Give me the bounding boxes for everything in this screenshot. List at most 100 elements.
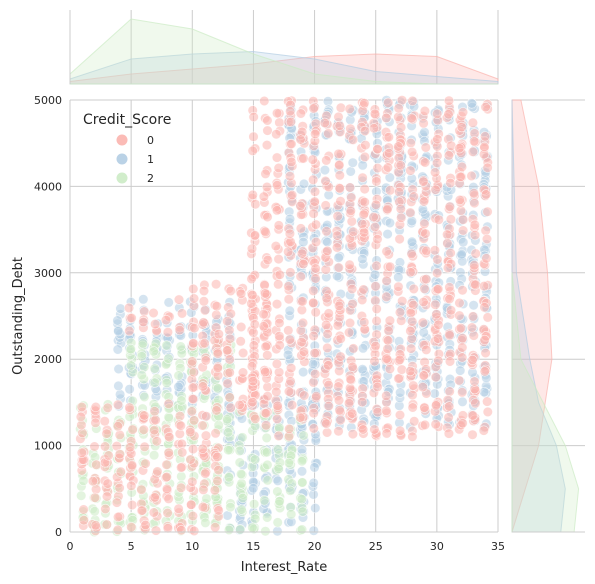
point-series-0 bbox=[348, 226, 359, 237]
point-series-0 bbox=[271, 152, 283, 163]
point-series-0 bbox=[369, 356, 380, 367]
point-series-0 bbox=[456, 121, 467, 133]
point-series-0 bbox=[309, 348, 320, 359]
point-series-2 bbox=[285, 485, 296, 496]
point-series-0 bbox=[262, 125, 273, 136]
point-series-0 bbox=[100, 503, 111, 515]
point-series-0 bbox=[455, 171, 466, 182]
point-series-0 bbox=[248, 340, 259, 351]
point-series-0 bbox=[152, 466, 163, 477]
point-series-0 bbox=[430, 167, 441, 178]
point-series-0 bbox=[454, 297, 465, 309]
point-series-0 bbox=[176, 462, 187, 473]
point-series-0 bbox=[189, 525, 200, 537]
point-series-0 bbox=[308, 208, 319, 219]
point-series-0 bbox=[177, 447, 188, 458]
point-series-0 bbox=[307, 154, 318, 165]
legend-label-1: 1 bbox=[147, 153, 154, 166]
point-series-0 bbox=[260, 408, 272, 419]
point-series-0 bbox=[309, 196, 320, 207]
point-series-0 bbox=[370, 199, 382, 210]
point-series-0 bbox=[261, 420, 272, 431]
point-series-0 bbox=[395, 160, 406, 171]
point-series-0 bbox=[370, 340, 381, 352]
point-series-0 bbox=[408, 191, 419, 202]
point-series-0 bbox=[99, 441, 111, 452]
point-series-0 bbox=[418, 196, 430, 207]
point-series-2 bbox=[163, 353, 174, 364]
point-series-0 bbox=[163, 398, 174, 409]
point-series-0 bbox=[162, 507, 173, 519]
point-series-0 bbox=[162, 523, 173, 534]
right-marginal-plot bbox=[511, 99, 585, 533]
point-series-0 bbox=[321, 226, 332, 237]
point-series-0 bbox=[357, 172, 368, 183]
point-series-1 bbox=[114, 389, 126, 400]
point-series-0 bbox=[372, 381, 383, 393]
point-series-0 bbox=[482, 396, 493, 407]
point-series-0 bbox=[274, 269, 285, 280]
point-series-0 bbox=[260, 226, 271, 237]
point-series-0 bbox=[335, 102, 347, 113]
point-series-0 bbox=[420, 142, 431, 153]
point-series-0 bbox=[454, 310, 465, 321]
point-series-0 bbox=[262, 211, 273, 223]
point-series-0 bbox=[445, 247, 456, 259]
point-series-0 bbox=[321, 155, 332, 166]
point-series-0 bbox=[481, 233, 493, 245]
point-series-0 bbox=[371, 260, 382, 271]
point-series-0 bbox=[247, 397, 258, 408]
point-series-2 bbox=[212, 383, 223, 394]
point-series-0 bbox=[272, 108, 283, 119]
point-series-0 bbox=[185, 454, 196, 465]
point-series-0 bbox=[368, 123, 380, 134]
point-series-2 bbox=[89, 506, 100, 517]
point-series-0 bbox=[212, 475, 223, 487]
point-series-0 bbox=[112, 511, 124, 523]
point-series-0 bbox=[334, 183, 345, 194]
point-series-2 bbox=[272, 517, 283, 528]
point-series-1 bbox=[457, 396, 468, 407]
point-series-0 bbox=[258, 309, 269, 320]
point-series-0 bbox=[212, 451, 223, 463]
point-series-0 bbox=[405, 307, 416, 319]
point-series-0 bbox=[334, 405, 345, 416]
point-series-0 bbox=[115, 466, 126, 477]
point-series-0 bbox=[175, 420, 186, 431]
point-series-1 bbox=[357, 364, 368, 375]
point-series-0 bbox=[298, 258, 309, 270]
point-series-0 bbox=[468, 188, 480, 199]
point-series-0 bbox=[161, 471, 172, 483]
point-series-0 bbox=[284, 171, 296, 182]
point-series-0 bbox=[138, 316, 149, 328]
point-series-0 bbox=[381, 428, 392, 439]
point-series-0 bbox=[283, 281, 294, 292]
point-series-1 bbox=[332, 271, 343, 282]
point-series-1 bbox=[173, 381, 184, 392]
point-series-1 bbox=[393, 272, 404, 283]
point-series-0 bbox=[295, 412, 306, 423]
point-series-0 bbox=[235, 336, 246, 347]
point-series-0 bbox=[211, 405, 222, 416]
point-series-2 bbox=[223, 472, 234, 483]
point-series-0 bbox=[433, 214, 444, 225]
point-series-0 bbox=[197, 420, 208, 431]
point-series-0 bbox=[151, 436, 162, 447]
point-series-0 bbox=[295, 134, 306, 145]
point-series-0 bbox=[284, 423, 295, 435]
point-series-0 bbox=[285, 116, 297, 127]
point-series-0 bbox=[382, 204, 393, 215]
point-series-0 bbox=[123, 302, 135, 314]
point-series-0 bbox=[369, 221, 381, 233]
point-series-2 bbox=[223, 427, 234, 438]
point-series-1 bbox=[272, 526, 283, 537]
point-series-0 bbox=[405, 325, 416, 337]
point-series-0 bbox=[345, 123, 356, 134]
point-series-0 bbox=[359, 125, 371, 137]
point-series-0 bbox=[198, 285, 210, 297]
point-series-0 bbox=[323, 128, 334, 139]
point-series-0 bbox=[188, 394, 199, 405]
point-series-0 bbox=[480, 225, 491, 236]
point-series-2 bbox=[272, 486, 283, 497]
point-series-0 bbox=[176, 525, 187, 536]
